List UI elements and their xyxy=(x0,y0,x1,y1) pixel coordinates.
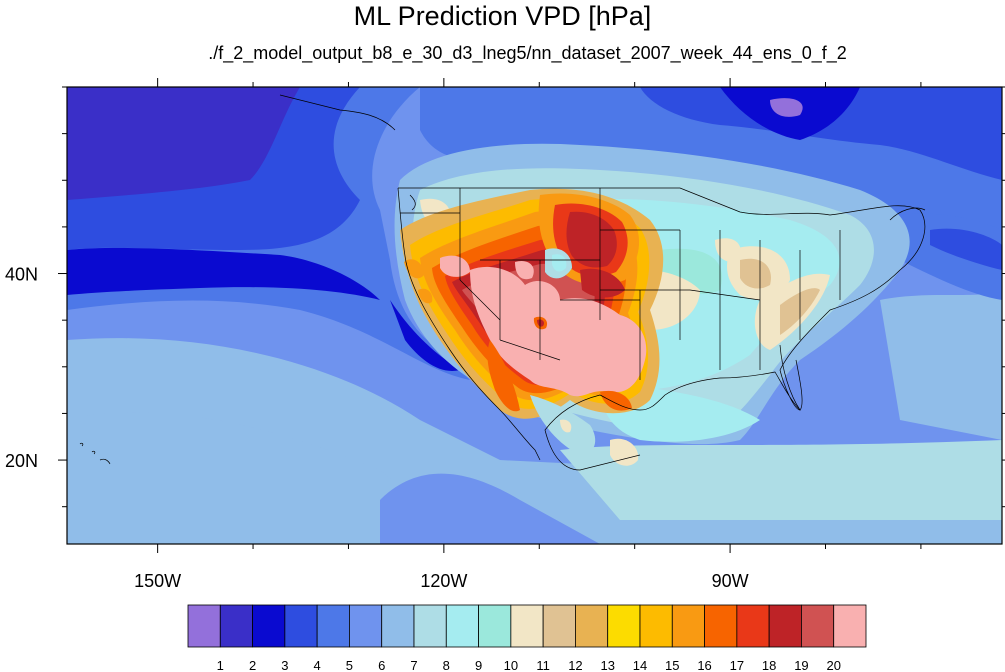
west-hot-region xyxy=(400,188,664,419)
map-frame xyxy=(66,86,1003,545)
colorbar-label: 16 xyxy=(697,658,711,672)
colorbar-swatch xyxy=(542,604,576,648)
colorbar-label: 20 xyxy=(826,658,840,672)
colorbar-swatch xyxy=(736,604,770,648)
colorbar-swatch xyxy=(833,604,867,648)
colorbar-swatch xyxy=(349,604,383,648)
colorbar-label: 6 xyxy=(378,658,385,672)
colorbar-swatch xyxy=(510,604,544,648)
colorbar-label: 10 xyxy=(504,658,518,672)
colorbar-label: 13 xyxy=(600,658,614,672)
colorbar-label: 19 xyxy=(794,658,808,672)
colorbar: 1 2 3 4 5 6 7 8 9 10 11 12 13 14 15 16 17 18 19 20 xyxy=(187,604,867,672)
map-title: ML Prediction VPD [hPa] xyxy=(353,1,652,31)
lon-label: 150W xyxy=(134,571,181,591)
colorbar-swatch xyxy=(671,604,705,648)
vpd-field xyxy=(67,87,1002,544)
colorbar-label: 7 xyxy=(410,658,417,672)
colorbar-label: 14 xyxy=(633,658,647,672)
colorbar-label: 1 xyxy=(217,658,224,672)
colorbar-swatch xyxy=(413,604,447,648)
map-boundaries xyxy=(79,94,926,471)
colorbar-label: 18 xyxy=(762,658,776,672)
colorbar-swatch xyxy=(445,604,479,648)
lat-label: 20N xyxy=(5,451,38,471)
colorbar-label: 8 xyxy=(443,658,450,672)
colorbar-swatch xyxy=(252,604,286,648)
colorbar-label: 15 xyxy=(665,658,679,672)
colorbar-swatch xyxy=(284,604,318,648)
colorbar-label: 17 xyxy=(730,658,744,672)
colorbar-label: 5 xyxy=(346,658,353,672)
colorbar-swatch xyxy=(639,604,673,648)
colorbar-label: 9 xyxy=(475,658,482,672)
lon-label: 120W xyxy=(420,571,467,591)
map-subtitle: ./f_2_model_output_b8_e_30_d3_lneg5/nn_d… xyxy=(208,43,847,63)
colorbar-swatch xyxy=(219,604,253,648)
colorbar-label: 12 xyxy=(568,658,582,672)
lat-label: 40N xyxy=(5,265,38,285)
colorbar-label: 3 xyxy=(281,658,288,672)
colorbar-swatch xyxy=(704,604,738,648)
colorbar-swatch xyxy=(768,604,802,648)
lon-label: 90W xyxy=(712,571,749,591)
colorbar-swatch xyxy=(575,604,609,648)
colorbar-swatch xyxy=(381,604,415,648)
colorbar-swatch xyxy=(801,604,835,648)
colorbar-swatch xyxy=(187,604,221,648)
colorbar-label: 11 xyxy=(536,658,550,672)
colorbar-swatch xyxy=(607,604,641,648)
colorbar-swatch xyxy=(478,604,512,648)
colorbar-swatch xyxy=(316,604,350,648)
axis-ticks: 150W 120W 90W 40N 20N xyxy=(5,78,1005,591)
colorbar-label: 2 xyxy=(249,658,256,672)
colorbar-label: 4 xyxy=(314,658,321,672)
